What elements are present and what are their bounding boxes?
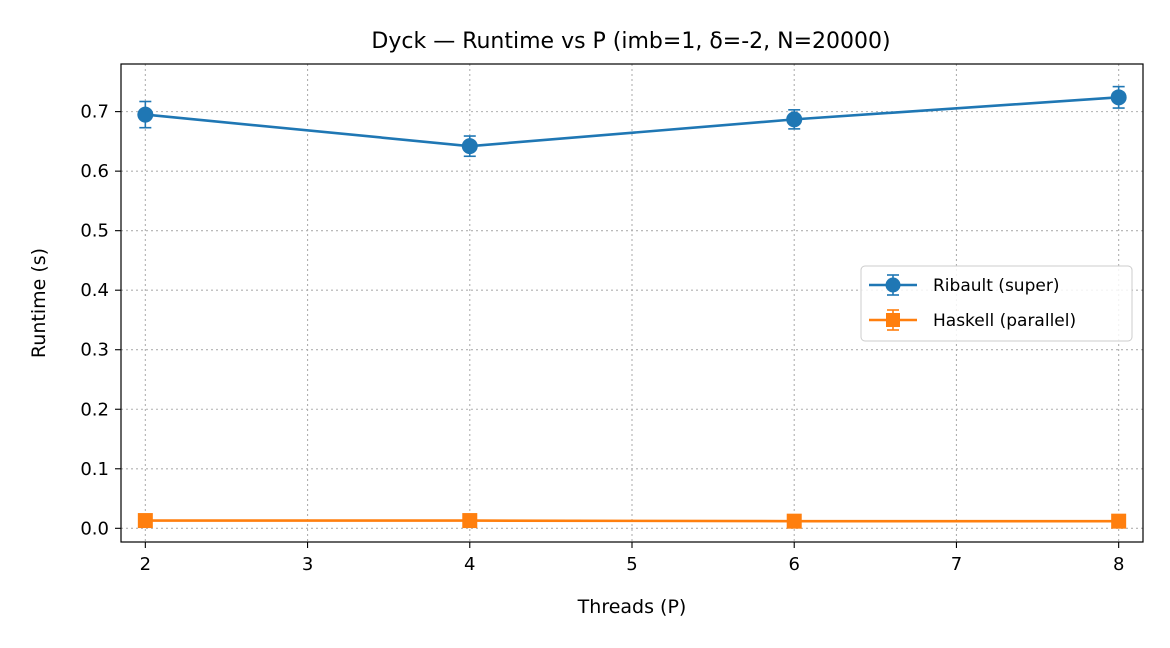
x-tick-label: 4 <box>464 554 475 575</box>
data-point <box>786 513 802 529</box>
series-layer <box>137 85 1127 529</box>
x-tick-label: 6 <box>788 554 799 575</box>
legend-item: Haskell (parallel) <box>869 309 1076 331</box>
series-line <box>145 519 1119 523</box>
grid-lines <box>121 64 1143 542</box>
legend-marker <box>885 277 901 293</box>
y-tick-label: 0.5 <box>80 221 109 242</box>
legend-item: Ribault (super) <box>869 274 1059 296</box>
data-point <box>786 111 803 128</box>
y-tick-label: 0.3 <box>80 340 109 361</box>
y-tick-label: 0.7 <box>80 102 109 123</box>
chart-title: Dyck — Runtime vs P (imb=1, δ=-2, N=2000… <box>371 29 890 54</box>
series-line <box>145 96 1119 148</box>
legend-label: Ribault (super) <box>933 276 1059 296</box>
x-tick-label: 2 <box>140 554 151 575</box>
y-axis-label: Runtime (s) <box>28 248 50 358</box>
y-tick-label: 0.4 <box>80 280 109 301</box>
legend-box <box>860 265 1133 342</box>
x-tick-label: 5 <box>626 554 637 575</box>
data-point <box>462 513 478 529</box>
data-point <box>1111 513 1127 529</box>
y-tick-label: 0.0 <box>80 518 109 539</box>
series-1 <box>137 513 1127 529</box>
y-tick-label: 0.1 <box>80 459 109 480</box>
data-point <box>137 106 154 123</box>
data-point <box>1110 89 1127 106</box>
series-0 <box>137 85 1127 158</box>
data-point <box>137 513 153 529</box>
x-axis: 2 3 4 5 6 7 8 <box>140 542 1124 575</box>
x-tick-label: 8 <box>1113 554 1124 575</box>
y-tick-label: 0.2 <box>80 399 109 420</box>
y-tick-label: 0.6 <box>80 161 109 182</box>
x-tick-label: 3 <box>302 554 313 575</box>
legend-marker <box>886 313 900 327</box>
y-axis: 0.0 0.1 0.2 0.3 0.4 0.5 0.6 0.7 <box>80 102 121 539</box>
legend-label: Haskell (parallel) <box>933 311 1076 331</box>
data-point <box>461 138 478 155</box>
x-axis-label: Threads (P) <box>577 596 687 618</box>
x-tick-label: 7 <box>951 554 962 575</box>
legend: Ribault (super) Haskell (parallel) <box>860 265 1133 342</box>
